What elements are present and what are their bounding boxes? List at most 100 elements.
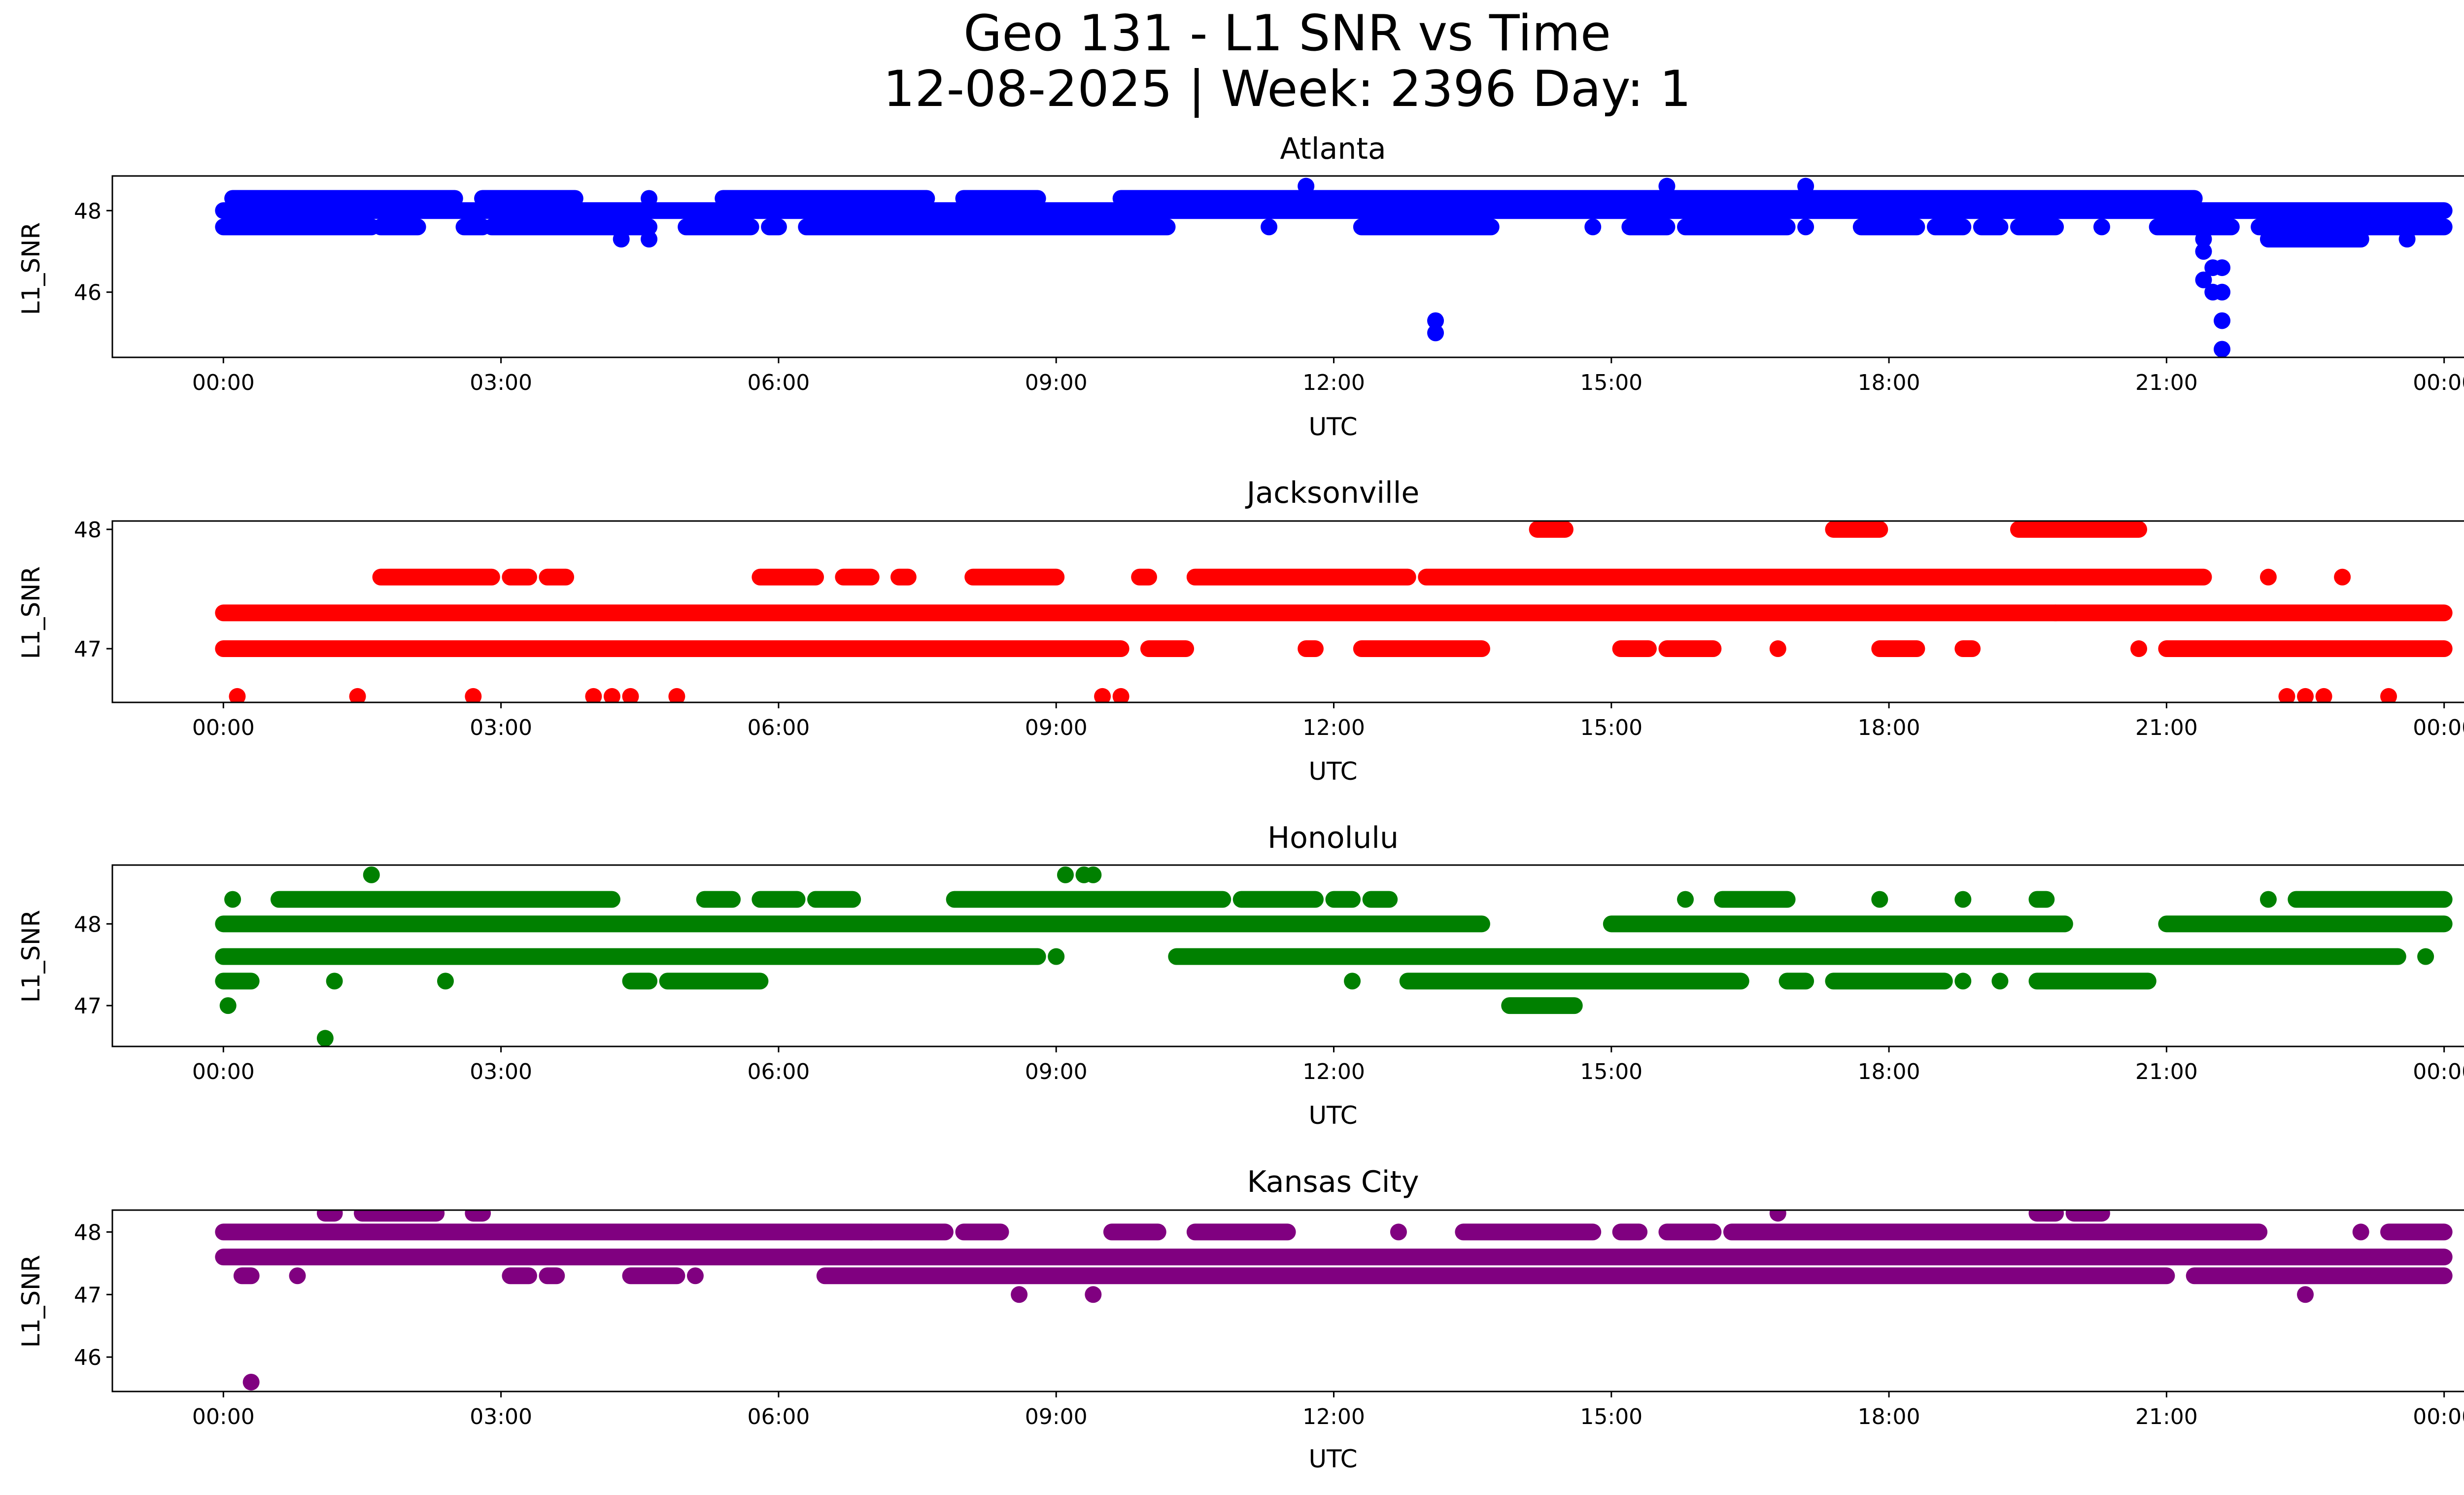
snr-band-honolulu-2-6 — [1232, 891, 1324, 908]
xtick-label-kansas-city-3: 09:00 — [1025, 1404, 1088, 1429]
xtick-label-jacksonville-5: 15:00 — [1580, 715, 1643, 740]
snr-band-jacksonville-1-3 — [1353, 640, 1490, 658]
snr-band-atlanta-1-18 — [2149, 218, 2240, 236]
snr-point-honolulu-1 — [316, 1030, 334, 1046]
panel-kansas-city: Kansas City L1_SNR UTC — [17, 1165, 1419, 1473]
snr-band-honolulu-3-7 — [1779, 973, 1814, 990]
xtick-label-jacksonville-6: 18:00 — [1858, 715, 1920, 740]
snr-band-honolulu-2-3 — [752, 891, 806, 908]
snr-band-atlanta-1-2 — [455, 218, 491, 236]
xtick-label-atlanta-3: 09:00 — [1025, 370, 1088, 395]
xlabel-honolulu: UTC — [1308, 1101, 1357, 1130]
snr-point-atlanta-1 — [1427, 324, 1444, 342]
snr-band-honolulu-3-9 — [1954, 973, 1972, 990]
snr-band-kansas-city-2-0 — [233, 1267, 260, 1285]
snr-point-jacksonville-14 — [2334, 568, 2351, 586]
snr-band-honolulu-3-2 — [437, 973, 454, 990]
snr-band-honolulu-2-15 — [2288, 891, 2453, 908]
snr-point-atlanta-9 — [2195, 271, 2212, 288]
xtick-label-atlanta-1: 03:00 — [470, 370, 532, 395]
snr-point-honolulu-5 — [1085, 866, 1102, 883]
xtick-label-kansas-city-6: 18:00 — [1858, 1404, 1920, 1429]
xtick-label-atlanta-7: 21:00 — [2135, 370, 2198, 395]
snr-band-atlanta-1-8 — [1353, 218, 1500, 236]
xtick-label-atlanta-6: 18:00 — [1858, 370, 1920, 395]
snr-band-jacksonville-1-6 — [1769, 640, 1786, 658]
ytick-label-jacksonville-0: 47 — [74, 637, 102, 662]
snr-band-jacksonville-1-2 — [1298, 640, 1324, 658]
ylabel-kansas-city: L1_SNR — [17, 1255, 45, 1348]
ytick-label-honolulu-1: 48 — [74, 912, 102, 937]
snr-band-honolulu-1-1 — [1048, 948, 1065, 965]
xtick-label-kansas-city-0: 00:00 — [192, 1404, 255, 1429]
snr-band-honolulu-3-5 — [1344, 973, 1361, 990]
snr-band-jacksonville-2-7 — [1131, 568, 1157, 586]
xtick-label-honolulu-2: 06:00 — [748, 1059, 810, 1084]
panel-title-jacksonville: Jacksonville — [1245, 476, 1420, 510]
snr-band-honolulu-2-5 — [946, 891, 1232, 908]
xtick-label-honolulu-5: 15:00 — [1580, 1059, 1643, 1084]
xtick-label-honolulu-3: 09:00 — [1025, 1059, 1088, 1084]
snr-point-kansas-city-4 — [2352, 1223, 2369, 1241]
snr-band-atlanta-1-0 — [215, 218, 380, 236]
snr-point-jacksonville-3 — [585, 688, 602, 702]
snr-band-kansas-city-2-2 — [502, 1267, 537, 1285]
snr-band-atlanta-1-1 — [372, 218, 426, 236]
data-series-jacksonville — [215, 521, 2453, 702]
chart-subtitle: 12-08-2025 | Week: 2396 Day: 1 — [883, 60, 1691, 118]
snr-band-jacksonville-2-3 — [752, 568, 824, 586]
xtick-label-kansas-city-2: 06:00 — [748, 1404, 810, 1429]
snr-band-atlanta-1-12 — [1797, 218, 1814, 236]
plot-layer: 46 48 00:00 03:00 06:00 09:00 12:00 15:00 18:00 2… — [74, 175, 2464, 1429]
snr-band-atlanta-3-0 — [613, 231, 630, 248]
snr-band-kansas-city-0-7 — [1612, 1223, 1648, 1241]
snr-band-jacksonville-2-0 — [372, 568, 500, 586]
snr-band-jacksonville-0-0 — [215, 604, 2453, 622]
snr-band-jacksonville-3-0 — [1529, 521, 1574, 538]
panel-title-kansas-city: Kansas City — [1247, 1165, 1419, 1199]
snr-band-atlanta-1-16 — [2010, 218, 2064, 236]
snr-point-atlanta-6 — [2195, 243, 2212, 260]
snr-band-honolulu-3-4 — [659, 973, 769, 990]
snr-band-atlanta-2-0 — [224, 190, 463, 207]
snr-band-atlanta-2-5 — [1112, 190, 2203, 207]
snr-band-kansas-city-0-5 — [1390, 1223, 1407, 1241]
xtick-label-kansas-city-4: 12:00 — [1302, 1404, 1365, 1429]
snr-point-jacksonville-6 — [668, 688, 685, 702]
snr-band-honolulu-2-7 — [1325, 891, 1361, 908]
snr-band-honolulu-0-0 — [215, 915, 1490, 933]
snr-band-kansas-city-3-1 — [353, 1210, 445, 1222]
snr-point-jacksonville-1 — [349, 688, 366, 702]
plot-atlanta: 46 48 00:00 03:00 06:00 09:00 12:00 15:00 18:00 2… — [74, 175, 2464, 395]
plot-honolulu: 47 48 00:00 03:00 06:00 09:00 12:00 15:00 18:00 2… — [74, 864, 2464, 1084]
xtick-label-jacksonville-0: 00:00 — [192, 715, 255, 740]
snr-band-kansas-city-0-6 — [1455, 1223, 1602, 1241]
snr-band-atlanta-2-2 — [641, 190, 658, 207]
snr-band-kansas-city-3-3 — [1769, 1210, 1786, 1222]
snr-band-atlanta-3-1 — [641, 231, 658, 248]
snr-band-honolulu-1-0 — [215, 948, 1046, 965]
snr-band-jacksonville-2-1 — [502, 568, 537, 586]
snr-point-jacksonville-9 — [2278, 688, 2295, 702]
snr-point-jacksonville-16 — [2130, 640, 2148, 658]
snr-band-honolulu-2-13 — [2028, 891, 2055, 908]
ytick-label-kansas-city-2: 48 — [74, 1220, 102, 1245]
xtick-label-atlanta-4: 12:00 — [1302, 370, 1365, 395]
snr-band-jacksonville-2-4 — [835, 568, 880, 586]
snr-band-atlanta-1-10 — [1621, 218, 1676, 236]
snr-band-jacksonville-1-5 — [1658, 640, 1722, 658]
snr-point-jacksonville-12 — [2380, 688, 2397, 702]
snr-band-atlanta-2-4 — [955, 190, 1046, 207]
snr-band-atlanta-1-6 — [798, 218, 1176, 236]
xtick-label-jacksonville-3: 09:00 — [1025, 715, 1088, 740]
snr-point-kansas-city-2 — [1085, 1286, 1102, 1303]
ytick-label-atlanta-0: 46 — [74, 280, 102, 306]
snr-band-kansas-city-0-2 — [955, 1223, 1009, 1241]
xtick-label-kansas-city-5: 15:00 — [1580, 1404, 1643, 1429]
snr-band-jacksonville-1-1 — [1140, 640, 1195, 658]
snr-band-jacksonville-1-9 — [2158, 640, 2453, 658]
snr-band-jacksonville-2-6 — [964, 568, 1065, 586]
snr-band-honolulu-1-3 — [2417, 948, 2434, 965]
snr-band-kansas-city-0-10 — [2380, 1223, 2453, 1241]
snr-band-kansas-city-3-2 — [465, 1210, 491, 1222]
